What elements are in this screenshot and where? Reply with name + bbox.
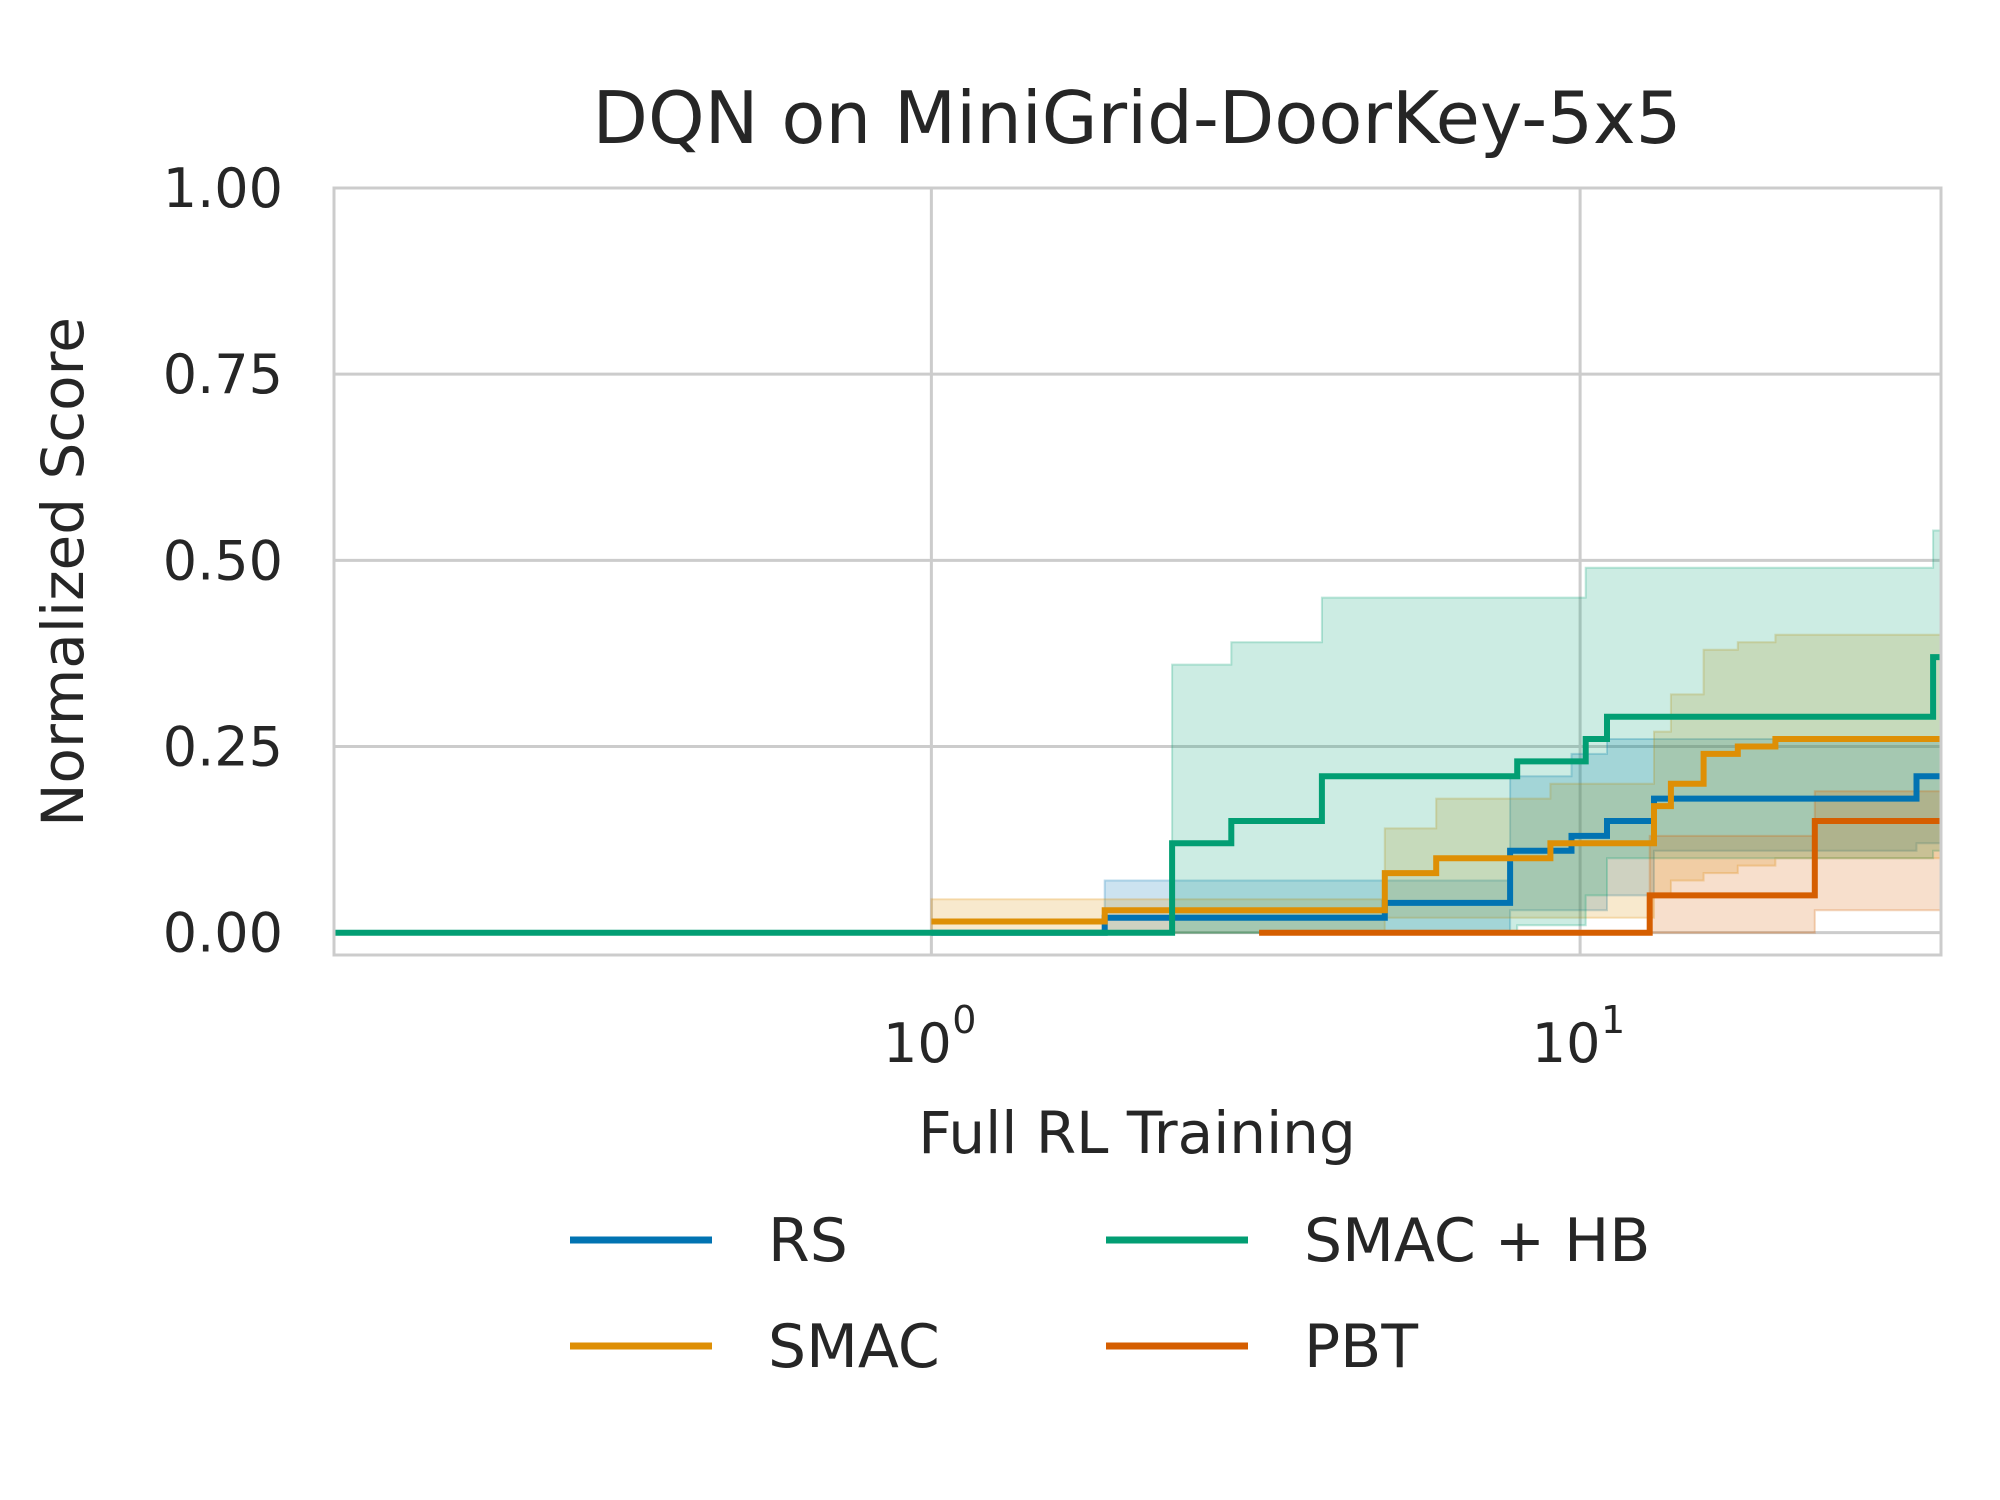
legend: RS SMAC + HB SMAC PBT (570, 1206, 1650, 1382)
confidence-bands (334, 529, 1942, 934)
x-tick-labels: 10 0 10 1 (883, 998, 1625, 1075)
x-axis-label: Full RL Training (918, 1099, 1356, 1167)
y-tick-label: 0.00 (163, 902, 283, 965)
line-smac (931, 736, 1941, 925)
line-smac-hb (334, 654, 1941, 936)
y-tick-label: 0.25 (163, 715, 283, 778)
y-tick-labels: 0.00 0.25 0.50 0.75 1.00 (163, 157, 283, 965)
legend-label-smac: SMAC (768, 1312, 940, 1382)
x-tick-exponent: 0 (952, 998, 976, 1042)
x-tick-label: 10 (1532, 1012, 1601, 1075)
x-tick-exponent: 1 (1601, 998, 1625, 1042)
chart-title: DQN on MiniGrid-DoorKey-5x5 (593, 76, 1682, 160)
x-tick-label: 10 (883, 1012, 952, 1075)
legend-label-rs: RS (768, 1206, 848, 1276)
plot-frame (332, 186, 1943, 957)
legend-label-pbt: PBT (1304, 1312, 1418, 1382)
line-pbt (1259, 818, 1941, 936)
legend-label-smac-hb: SMAC + HB (1304, 1206, 1650, 1276)
y-tick-label: 0.75 (163, 343, 283, 406)
series-lines (334, 654, 1941, 936)
y-tick-label: 0.50 (163, 529, 283, 592)
y-tick-label: 1.00 (163, 157, 283, 220)
y-axis-label: Normalized Score (29, 317, 97, 827)
